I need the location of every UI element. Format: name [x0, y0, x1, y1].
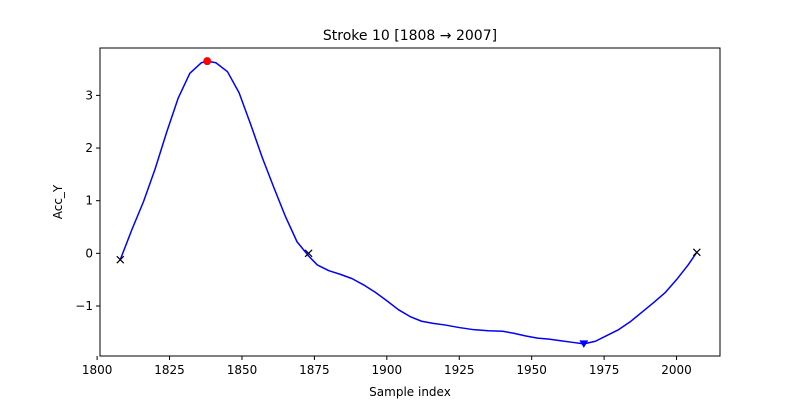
trough-marker: [579, 340, 589, 348]
x-tick-label: 1800: [82, 363, 113, 377]
peak-marker: [203, 57, 212, 66]
boundary-marker: [692, 248, 701, 257]
y-tick-label: 0: [85, 246, 93, 260]
boundary-marker: [116, 255, 125, 264]
boundary-marker-stroke: [692, 248, 701, 257]
plot-content: [116, 57, 701, 348]
boundary-marker: [304, 249, 313, 258]
x-tick-label: 2000: [661, 363, 692, 377]
boundary-marker-stroke: [304, 249, 313, 258]
boundary-marker-stroke: [116, 255, 125, 264]
x-tick-label: 1975: [589, 363, 620, 377]
y-axis: −1 0 1 2 3: [75, 88, 100, 313]
chart-title: Stroke 10 [1808 → 2007]: [323, 28, 497, 44]
x-tick-label: 1900: [372, 363, 403, 377]
x-axis-label: Sample index: [369, 385, 451, 399]
x-tick-label: 1875: [299, 363, 330, 377]
plot-frame: [99, 47, 721, 357]
x-tick-label: 1925: [444, 363, 475, 377]
x-tick-label: 1950: [516, 363, 547, 377]
series-line: [119, 60, 698, 345]
y-tick-label: −1: [75, 299, 93, 313]
y-tick-label: 1: [85, 194, 93, 208]
x-tick-label: 1850: [227, 363, 258, 377]
y-tick-label: 3: [85, 88, 93, 102]
y-axis-label: Acc_Y: [51, 184, 65, 219]
x-axis: 1800 1825 1850 1875 1900 1925 1950 1975 2000: [82, 356, 692, 377]
x-tick-label: 1825: [154, 363, 185, 377]
y-tick-label: 2: [85, 141, 93, 155]
